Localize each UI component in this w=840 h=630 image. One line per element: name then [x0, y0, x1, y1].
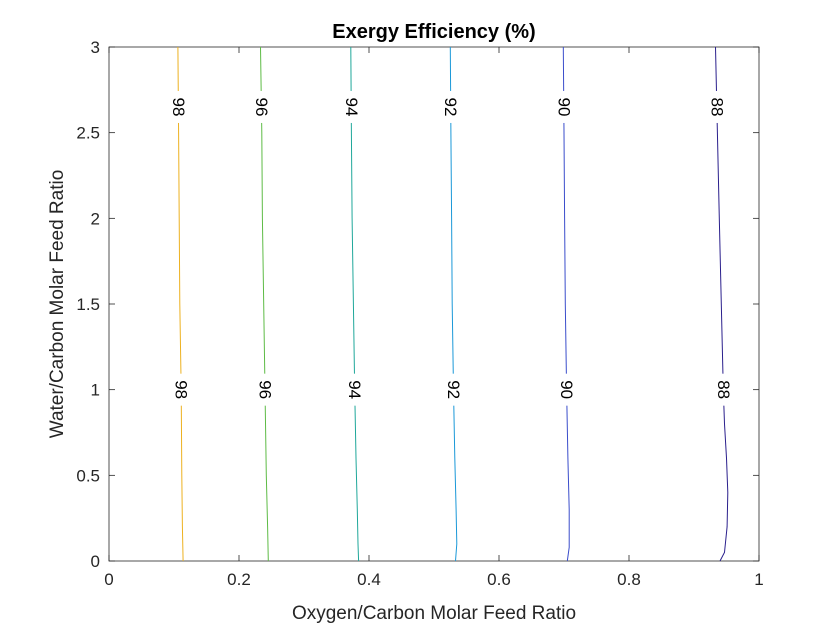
y-tick-label: 0.5: [76, 466, 100, 485]
contour-label: 94: [342, 98, 361, 117]
contour-label-bg: [707, 90, 726, 123]
contour-label: 96: [256, 380, 275, 399]
contour-label: 92: [441, 98, 460, 117]
contour-label-bg: [441, 90, 460, 123]
contour-label: 98: [172, 380, 191, 399]
y-tick-label: 2: [91, 209, 100, 228]
chart-title: Exergy Efficiency (%): [332, 21, 535, 43]
x-tick-label: 0.2: [227, 570, 251, 589]
y-tick-label: 1: [91, 381, 100, 400]
x-tick-label: 0.8: [617, 570, 641, 589]
contour-label-bg: [256, 373, 274, 406]
contour-label: 90: [557, 380, 576, 399]
y-tick-label: 0: [91, 552, 100, 571]
contour-label-bg: [252, 90, 271, 123]
contour-label: 88: [707, 98, 726, 117]
y-tick-label: 1.5: [76, 295, 100, 314]
contour-line-88: [715, 46, 729, 562]
contour-label-bg: [172, 373, 191, 406]
contour-label-bg: [342, 90, 361, 123]
contour-label: 98: [169, 98, 188, 117]
contour-label: 96: [252, 98, 271, 117]
contour-label-bg: [554, 90, 573, 123]
x-axis-label: Oxygen/Carbon Molar Feed Ratio: [292, 603, 576, 624]
plot-area: 0 0.2 0.4 0.6 0.8 1 0 0.5 1 1.5 2 2.5 3 98 98 96 96 94 94 9…: [76, 38, 763, 589]
contour-label-bg: [169, 90, 188, 123]
x-tick-label: 0: [104, 570, 113, 589]
contour-line-98: [177, 46, 184, 562]
contour-label: 88: [714, 380, 733, 399]
y-tick-label: 3: [91, 38, 100, 57]
x-tick-label: 1: [754, 570, 763, 589]
contour-label-bg: [444, 373, 463, 406]
contour-label: 90: [554, 98, 573, 117]
contour-label: 92: [444, 380, 463, 399]
contour-label: 94: [345, 380, 364, 399]
contour-label-bg: [714, 373, 733, 406]
y-axis-label: Water/Carbon Molar Feed Ratio: [47, 170, 68, 439]
x-tick-label: 0.6: [487, 570, 511, 589]
contour-label-bg: [557, 373, 576, 406]
plot-frame: [108, 46, 760, 562]
contour-label-bg: [345, 373, 364, 406]
contour-line-96: [260, 46, 269, 562]
x-tick-label: 0.4: [357, 570, 381, 589]
y-tick-label: 2.5: [76, 124, 100, 143]
